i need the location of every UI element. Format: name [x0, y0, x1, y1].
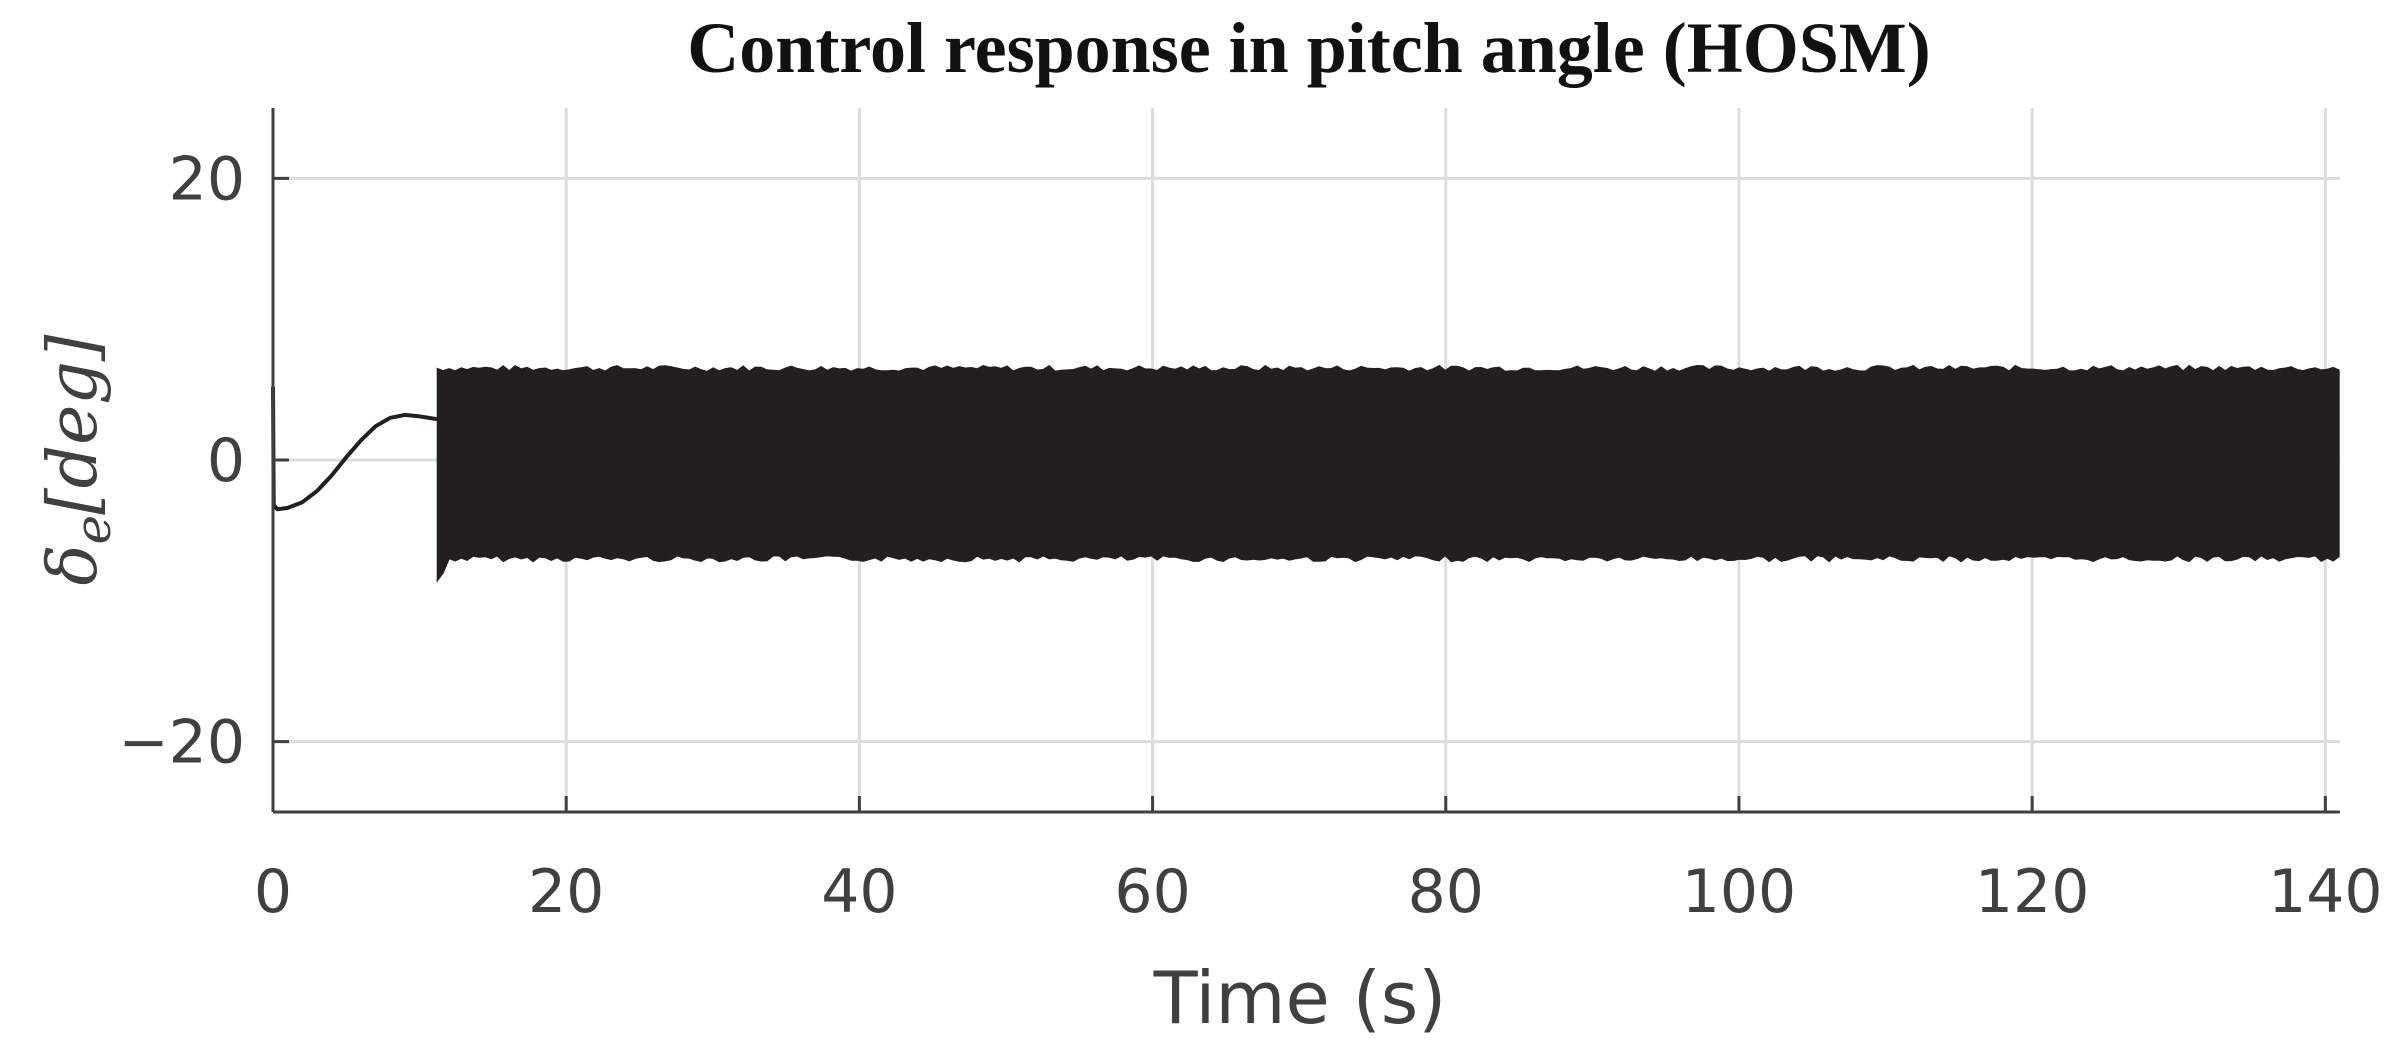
x-tick-label: 100: [1682, 857, 1797, 927]
x-tick-label: 140: [2268, 857, 2383, 927]
y-tick-label: 0: [207, 426, 245, 496]
y-axis-label-subscript: e: [64, 515, 122, 545]
axes: [271, 108, 2340, 814]
y-axis-label-unit: [deg]: [34, 334, 113, 515]
x-tick-label: 20: [528, 857, 604, 927]
y-axis-label: δe[deg]: [34, 334, 122, 585]
y-tick-label: 20: [169, 144, 245, 214]
series-line-transient: [271, 386, 438, 512]
series-chattering-band: [436, 364, 2340, 583]
x-tick-label: 80: [1408, 857, 1484, 927]
x-tick-label: 40: [821, 857, 897, 927]
x-tick-label: 60: [1114, 857, 1190, 927]
series-layer: [271, 364, 2340, 583]
x-tick-label: 120: [1975, 857, 2090, 927]
y-axis-label-symbol: δ: [34, 545, 113, 586]
y-tick-label: −20: [118, 708, 245, 778]
x-axis-label: Time (s): [1153, 956, 1447, 1040]
svg-text:δe[deg]: δe[deg]: [34, 334, 122, 585]
x-tick-label: 0: [254, 857, 292, 927]
tick-labels: 0 20 40 60 80 100 120 140 −20 0 20: [118, 144, 2382, 927]
chart-title: Control response in pitch angle (HOSM): [687, 8, 1930, 88]
